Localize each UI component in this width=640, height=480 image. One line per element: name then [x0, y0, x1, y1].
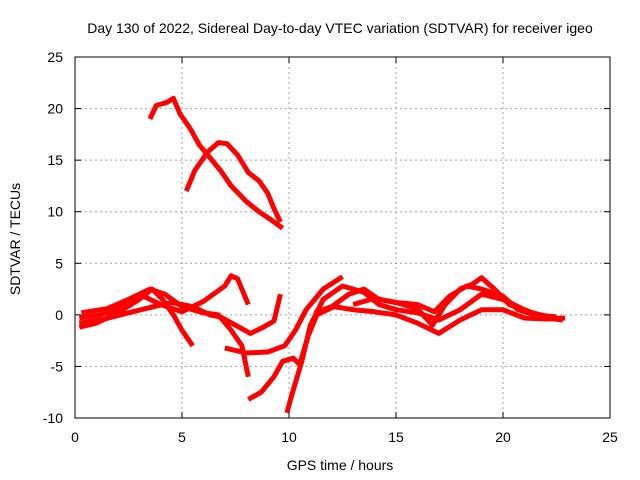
x-tick-label: 20	[495, 429, 511, 445]
y-tick-label: 5	[55, 255, 63, 271]
y-tick-label: 0	[55, 307, 63, 323]
x-tick-label: 15	[388, 429, 404, 445]
chart-title: Day 130 of 2022, Sidereal Day-to-day VTE…	[87, 20, 593, 36]
x-axis-label: GPS time / hours	[287, 457, 394, 473]
x-tick-label: 25	[602, 429, 618, 445]
y-tick-label: 20	[47, 101, 63, 117]
axis-ticks: 0 5 10 15 20 25 -10 -5 0 5 10 15 20 25	[43, 49, 618, 445]
series-line-track-7	[224, 274, 344, 356]
series-layer	[78, 95, 566, 414]
y-tick-label: 15	[47, 152, 63, 168]
y-tick-label: 10	[47, 204, 63, 220]
y-axis-label: SDTVAR / TECUs	[7, 183, 23, 295]
x-tick-label: 5	[178, 429, 186, 445]
x-tick-label: 10	[281, 429, 297, 445]
series-line-track-1	[147, 95, 285, 231]
series-line-track-11	[352, 275, 558, 328]
y-tick-label: 25	[47, 49, 63, 65]
series-line-track-2	[183, 140, 283, 224]
plot-border	[74, 56, 611, 419]
series-line-track-8	[247, 304, 566, 402]
series-line-track-4	[78, 273, 251, 321]
y-tick-label: -10	[43, 410, 63, 426]
y-tick-label: -5	[51, 358, 64, 374]
series-line-track-6	[78, 293, 283, 336]
x-tick-label: 0	[71, 429, 79, 445]
